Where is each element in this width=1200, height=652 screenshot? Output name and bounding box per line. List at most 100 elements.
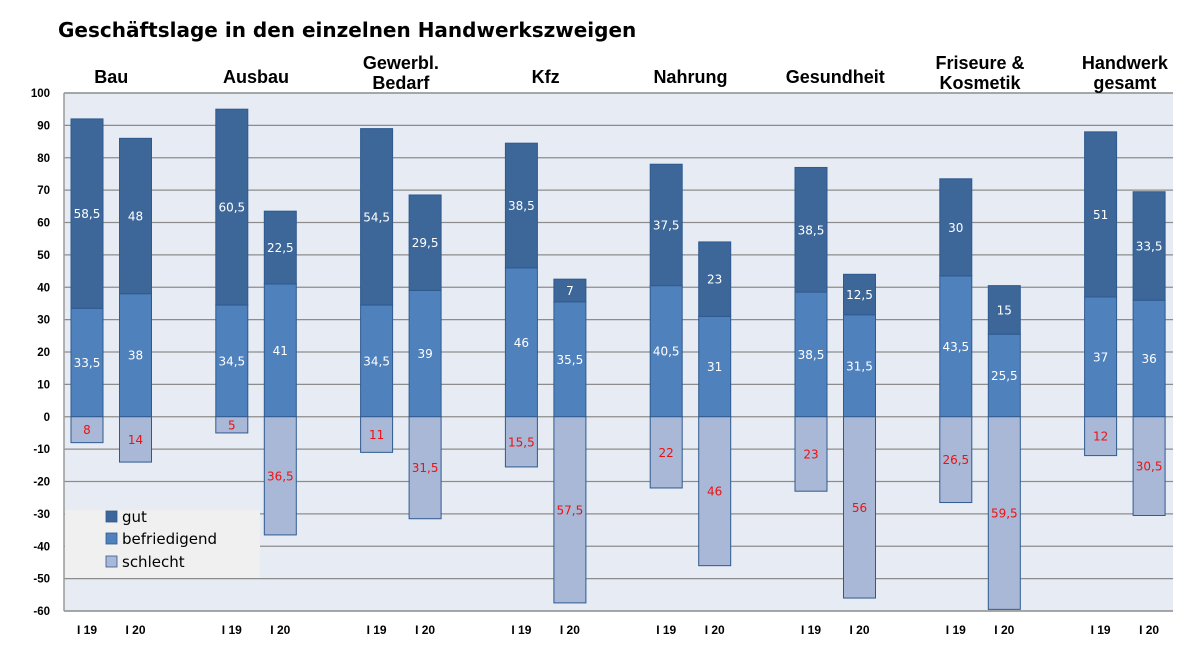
y-tick-label: -30 (33, 509, 50, 521)
legend-swatch-gut (105, 510, 118, 523)
bar-segment-schlecht (649, 416, 683, 489)
x-tick-label: I 19 (946, 623, 966, 637)
x-tick-label: I 19 (222, 623, 242, 637)
bar-segment-schlecht (263, 416, 297, 536)
bar-segment-befriedigend (1084, 296, 1118, 418)
data-label-gut: 7 (566, 284, 574, 298)
bar-segment-schlecht (698, 416, 732, 567)
data-label-befriedigend: 34,5 (218, 354, 245, 368)
legend-swatch-befriedigend (105, 532, 118, 545)
data-label-befriedigend: 31 (707, 360, 722, 374)
y-tick-label: 70 (37, 185, 50, 197)
data-label-schlecht: 12 (1093, 430, 1108, 444)
data-label-gut: 15 (997, 303, 1012, 317)
data-label-befriedigend: 35,5 (557, 353, 584, 367)
bar-segment-gut (263, 210, 297, 285)
y-tick-label: 80 (37, 153, 50, 165)
y-tick-label: -60 (33, 606, 50, 618)
data-label-befriedigend: 36 (1141, 352, 1156, 366)
bar-segment-befriedigend (70, 307, 104, 418)
data-label-gut: 54,5 (363, 210, 390, 224)
data-label-befriedigend: 38 (128, 349, 143, 363)
data-label-gut: 12,5 (846, 288, 873, 302)
data-label-befriedigend: 38,5 (798, 348, 825, 362)
bar-segment-schlecht (939, 416, 973, 504)
bar-segment-schlecht (360, 416, 394, 453)
x-tick-label: I 20 (994, 623, 1014, 637)
data-label-schlecht: 5 (228, 418, 236, 432)
bar-segment-befriedigend (794, 291, 828, 418)
y-tick-label: 0 (44, 412, 50, 424)
x-tick-label: I 20 (125, 623, 145, 637)
bar-segment-befriedigend (263, 283, 297, 418)
bar-segment-befriedigend (360, 304, 394, 418)
data-label-schlecht: 59,5 (991, 507, 1018, 521)
y-tick-label: -20 (33, 477, 50, 489)
data-label-befriedigend: 25,5 (991, 369, 1018, 383)
bar-segment-gut (215, 108, 249, 306)
group-label: Bau (94, 67, 128, 87)
x-tick-label: I 19 (77, 623, 97, 637)
data-label-gut: 37,5 (653, 218, 680, 232)
data-label-gut: 60,5 (218, 201, 245, 215)
bar-segment-gut (987, 285, 1021, 335)
y-tick-label: -10 (33, 444, 50, 456)
group-label: Handwerk (1082, 53, 1169, 73)
data-label-schlecht: 11 (369, 428, 384, 442)
data-label-befriedigend: 41 (273, 344, 288, 358)
x-tick-label: I 20 (1139, 623, 1159, 637)
bar-segment-schlecht (215, 416, 249, 434)
data-label-befriedigend: 39 (417, 347, 432, 361)
bar-segment-schlecht (70, 416, 104, 444)
x-tick-label: I 20 (705, 623, 725, 637)
data-label-gut: 22,5 (267, 241, 294, 255)
data-label-befriedigend: 37 (1093, 350, 1108, 364)
data-label-gut: 48 (128, 210, 143, 224)
y-tick-label: 20 (37, 347, 50, 359)
bar-segment-gut (939, 178, 973, 277)
data-label-schlecht: 26,5 (942, 453, 969, 467)
bar-segment-gut (1132, 191, 1166, 301)
legend-label-befriedigend: befriedigend (122, 530, 217, 548)
data-label-schlecht: 22 (659, 446, 674, 460)
bar-segment-schlecht (504, 416, 538, 468)
group-label: Nahrung (653, 67, 727, 87)
x-tick-label: I 20 (415, 623, 435, 637)
data-label-schlecht: 15,5 (508, 435, 535, 449)
bar-segment-befriedigend (987, 333, 1021, 418)
x-tick-label: I 19 (801, 623, 821, 637)
group-label: Kosmetik (940, 73, 1022, 93)
data-label-schlecht: 36,5 (267, 469, 294, 483)
data-label-gut: 30 (948, 221, 963, 235)
x-tick-label: I 19 (656, 623, 676, 637)
bar-segment-gut (504, 142, 538, 269)
group-label: Kfz (532, 67, 560, 87)
x-tick-label: I 20 (560, 623, 580, 637)
bar-segment-befriedigend (939, 275, 973, 418)
group-label: Bedarf (372, 73, 430, 93)
x-tick-label: I 20 (270, 623, 290, 637)
y-tick-label: 10 (37, 379, 50, 391)
data-label-gut: 38,5 (798, 223, 825, 237)
bar-segment-schlecht (408, 416, 442, 520)
data-label-schlecht: 23 (803, 447, 818, 461)
y-tick-label: 30 (37, 315, 50, 327)
data-label-schlecht: 8 (83, 423, 91, 437)
bar-segment-schlecht (1084, 416, 1118, 457)
bar-segment-gut (1084, 131, 1118, 298)
legend: gut befriedigend schlecht (105, 508, 217, 571)
group-label: Ausbau (223, 67, 289, 87)
x-tick-label: I 19 (511, 623, 531, 637)
data-label-schlecht: 31,5 (412, 461, 439, 475)
data-label-schlecht: 30,5 (1136, 460, 1163, 474)
y-tick-label: 100 (31, 88, 50, 100)
y-tick-label: 50 (37, 250, 50, 262)
data-label-befriedigend: 43,5 (942, 340, 969, 354)
bar-segment-gut (649, 163, 683, 287)
bar-segment-schlecht (794, 416, 828, 492)
group-label: Friseure & (936, 53, 1025, 73)
data-label-befriedigend: 31,5 (846, 359, 873, 373)
bar-segment-befriedigend (215, 304, 249, 418)
data-label-gut: 58,5 (74, 207, 101, 221)
